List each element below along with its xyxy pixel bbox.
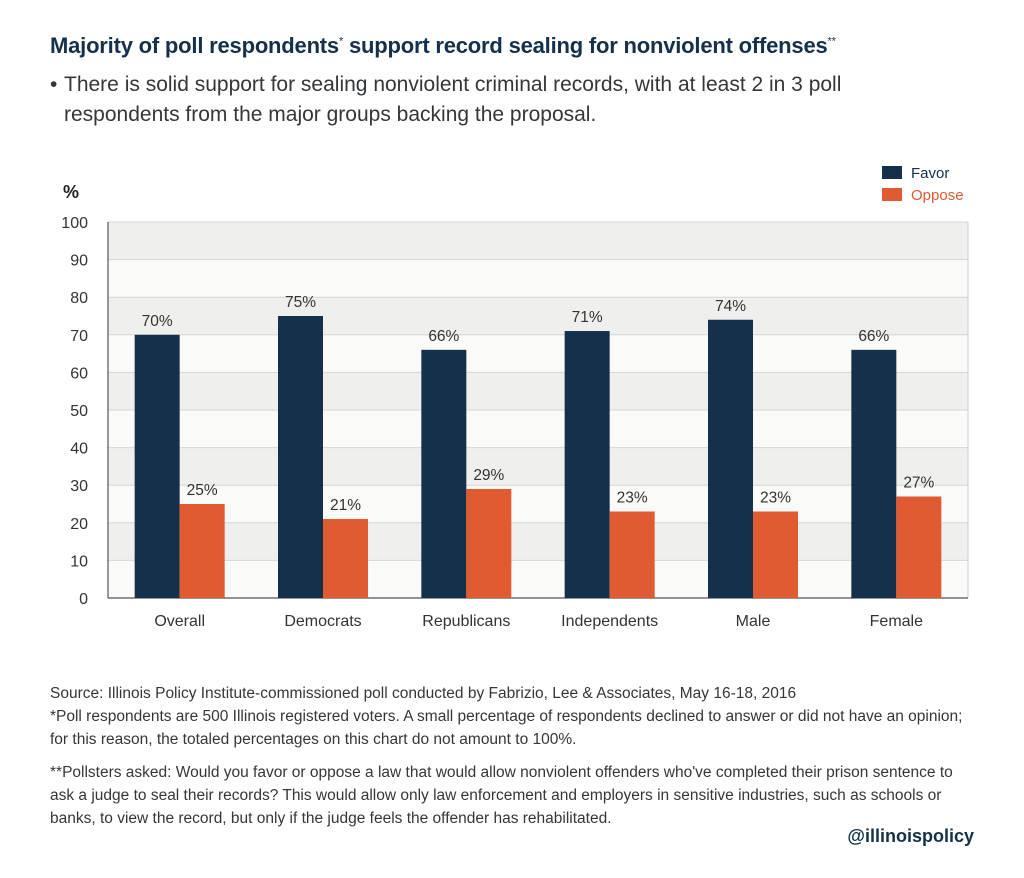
x-tick-label: Democrats (284, 613, 361, 630)
plot-band (108, 485, 968, 523)
legend-swatch-favor (882, 166, 902, 179)
x-tick-label: Male (736, 613, 771, 630)
data-label: 66% (428, 328, 459, 345)
title-footnote-mark-2: ** (827, 35, 836, 48)
bar-favor (708, 319, 753, 598)
y-tick-label: 90 (70, 253, 88, 270)
bars (134, 316, 942, 598)
title-text: Majority of poll respondents (50, 33, 339, 58)
y-tick-label: 40 (70, 441, 88, 458)
plot-band (108, 334, 968, 373)
plot-band (108, 522, 968, 561)
bar-favor (851, 349, 897, 598)
y-tick-label: 80 (70, 290, 88, 307)
plot-band (108, 259, 968, 298)
data-label: 66% (858, 328, 889, 345)
plot-band (108, 410, 968, 448)
bar-oppose (466, 488, 512, 598)
y-tick-label: 0 (79, 591, 88, 608)
x-tick-label: Female (870, 613, 923, 630)
data-label: 71% (572, 309, 603, 326)
x-tick-label: Independents (561, 613, 658, 630)
y-tick-label: 60 (70, 365, 88, 382)
data-label: 74% (715, 298, 746, 315)
summary-bullet: • There is solid support for sealing non… (50, 70, 950, 130)
plot-bands (108, 222, 968, 598)
bar-oppose (753, 511, 798, 598)
y-axis-label: % (63, 182, 79, 202)
x-tick-label: Republicans (422, 613, 510, 630)
respondents-note: *Poll respondents are 500 Illinois regis… (50, 708, 963, 748)
plot-band (108, 372, 968, 410)
summary-text: There is solid support for sealing nonvi… (64, 73, 842, 126)
data-label: 23% (617, 490, 648, 507)
bar-oppose (323, 519, 368, 598)
legend-label: Favor (911, 165, 949, 182)
y-axis: 0 10 20 30 40 50 60 70 80 90 100 (61, 215, 969, 608)
plot-band (108, 297, 968, 335)
title-footnote-mark: * (338, 35, 344, 48)
bar-oppose (896, 496, 942, 598)
y-tick-label: 50 (70, 403, 88, 420)
data-label: 29% (473, 467, 504, 484)
bullet-dot-icon: • (50, 73, 58, 96)
bar-oppose (609, 511, 655, 598)
y-tick-label: 20 (70, 516, 88, 533)
question-note: **Pollsters asked: Would you favor or op… (50, 764, 953, 827)
bar-labels: 70% 25% 75% 21% 66% 29% 71% 23% 74% 23% 66% 27% (142, 294, 935, 514)
source-note: Source: Illinois Policy Institute-commis… (50, 685, 797, 702)
plot-band (108, 560, 968, 598)
y-tick-label: 30 (70, 478, 88, 495)
data-label: 75% (285, 294, 316, 311)
x-tick-label: Overall (154, 613, 205, 630)
bar-favor (134, 334, 180, 598)
chart-title: Majority of poll respondents* support re… (50, 33, 836, 59)
data-label: 70% (142, 313, 173, 330)
bar-favor (421, 349, 467, 598)
y-tick-label: 100 (61, 215, 88, 232)
bar-chart: 0 10 20 30 40 50 60 70 80 90 100 70% 25% 75% 21% 66% 29… (61, 165, 969, 630)
data-label: 27% (903, 474, 934, 491)
brand-handle: @illinoispolicy (847, 826, 974, 846)
bar-favor (564, 331, 610, 598)
legend-label: Oppose (911, 187, 964, 204)
data-label: 23% (760, 490, 791, 507)
bar-oppose (179, 504, 225, 598)
data-label: 25% (187, 482, 218, 499)
plot-band (108, 447, 968, 486)
plot-band (108, 222, 968, 260)
legend: Favor Oppose (882, 165, 964, 204)
bar-favor (278, 316, 323, 598)
y-tick-label: 10 (70, 553, 88, 570)
legend-swatch-oppose (882, 188, 902, 201)
data-label: 21% (330, 497, 361, 514)
title-text-continued: support record sealing for nonviolent of… (343, 33, 828, 58)
footnotes: Source: Illinois Policy Institute-commis… (50, 682, 980, 830)
y-tick-label: 70 (70, 328, 88, 345)
x-axis: Overall Democrats Republicans Independents M… (154, 613, 923, 630)
